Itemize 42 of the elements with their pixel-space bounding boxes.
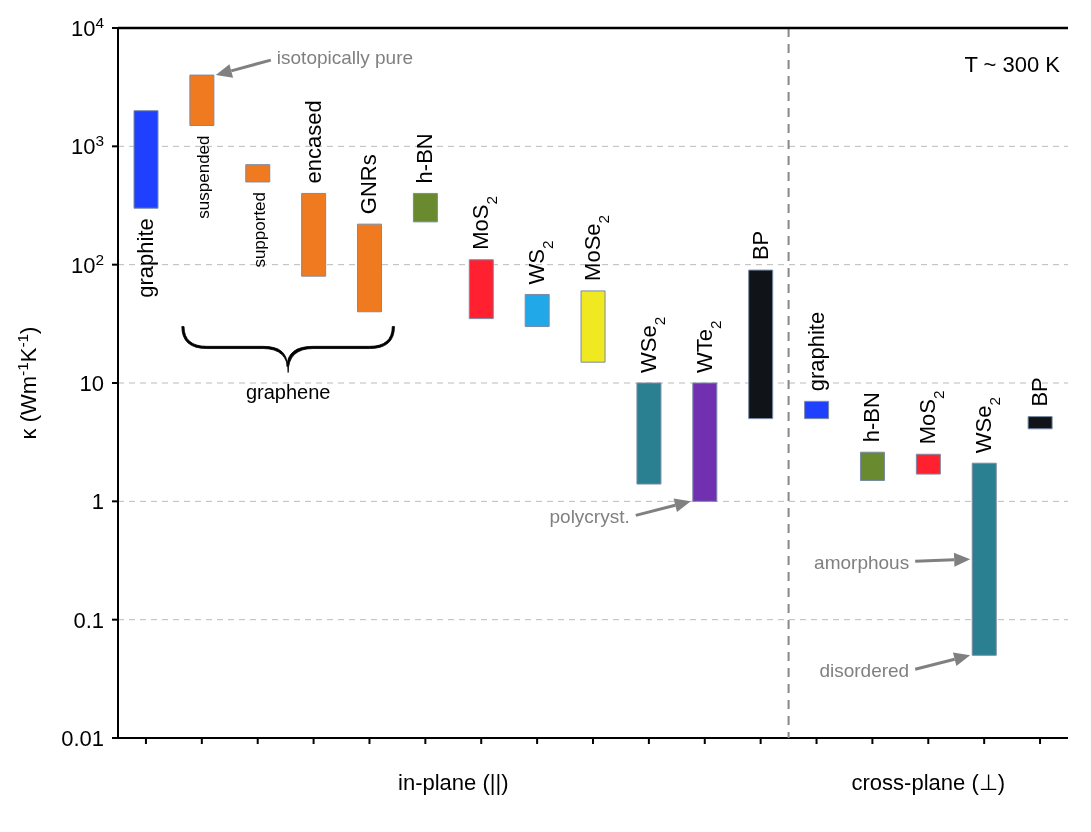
annotation: amorphous (814, 552, 910, 574)
y-tick-label: 10$^{4}$ (70, 13, 105, 41)
x-tick-label: BP (1027, 377, 1053, 407)
x-tick-label: graphite (803, 311, 829, 392)
annotation: isotopically pure (276, 47, 414, 69)
annotation: disordered (819, 660, 910, 682)
bar (245, 164, 271, 183)
bar (971, 462, 997, 656)
y-tick-label: 10 (79, 371, 104, 396)
annotation: polycryst. (549, 506, 630, 528)
bar (468, 259, 494, 320)
bar (859, 451, 885, 481)
bar (580, 290, 606, 363)
y-tick-label: 0.1 (73, 607, 104, 633)
y-tick-label: 10$^{3}$ (70, 131, 104, 160)
x-tick-label: h-BN (412, 133, 438, 184)
x-tick-label: h-BN (859, 392, 885, 443)
bar (804, 400, 830, 420)
text: in-plane (||) (398, 770, 509, 795)
bar (301, 192, 327, 277)
bar (357, 223, 383, 313)
x-tick-label: encased (300, 100, 326, 184)
bar (748, 269, 774, 420)
x-tick-label: suspended (193, 135, 213, 219)
bar (915, 453, 941, 475)
y-tick-label: 10$^{2}$ (70, 250, 104, 278)
x-tick-label: GNRs (356, 154, 382, 215)
bar (189, 74, 215, 126)
x-tick-label: BP (747, 230, 773, 261)
x-tick-label: graphite (132, 218, 158, 298)
bar (524, 293, 550, 328)
annotation: graphene (245, 380, 331, 403)
bar (412, 192, 438, 223)
bar (133, 110, 159, 209)
y-tick-label: 1 (91, 489, 104, 515)
bar (636, 382, 662, 485)
bar (692, 382, 718, 502)
y-tick-label: 0.01 (61, 726, 104, 751)
x-tick-label: supported (249, 191, 269, 268)
annotation: T ~ 300 K (964, 52, 1061, 77)
bar (1027, 416, 1053, 430)
text: cross-plane (⊥) (851, 770, 1006, 795)
